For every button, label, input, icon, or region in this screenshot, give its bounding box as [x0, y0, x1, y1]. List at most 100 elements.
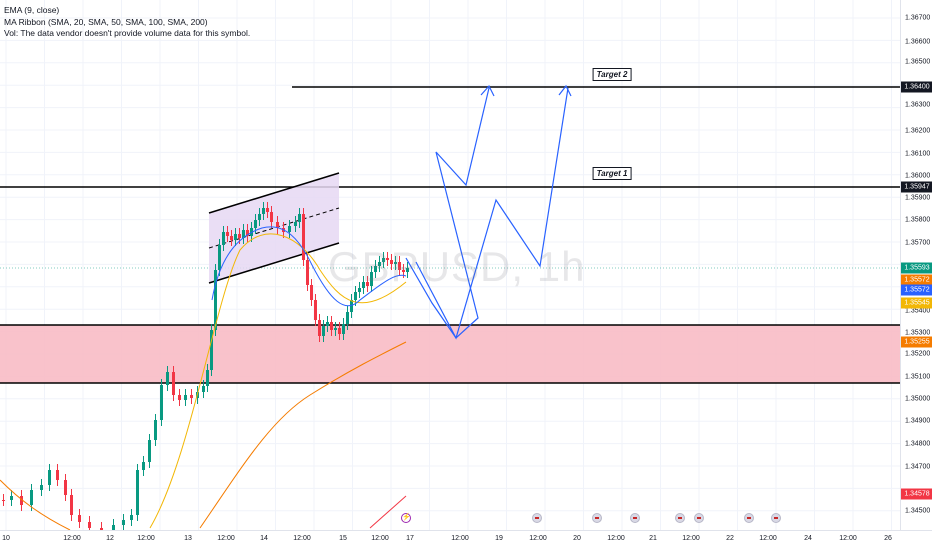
candle-body — [270, 212, 273, 222]
candle-body — [402, 270, 405, 272]
projection-zigzag-2 — [415, 87, 569, 340]
price-tick: 1.34700 — [905, 463, 931, 471]
candle-body — [160, 385, 163, 420]
price-axis[interactable]: 1.36700 1.36600 1.36500 1.36300 1.36200 1.361… — [900, 0, 932, 530]
price-tag: 1.35947 — [901, 181, 932, 193]
price-tick: 1.35300 — [905, 329, 931, 337]
target-2-label[interactable]: Target 2 — [592, 68, 632, 81]
price-tag: 1.35255 — [901, 336, 932, 348]
us-flag-icon[interactable] — [744, 513, 754, 523]
candle-body — [142, 462, 145, 470]
price-tick: 1.36600 — [905, 38, 931, 46]
time-tick: 12:00 — [529, 535, 547, 542]
us-flag-icon[interactable] — [771, 513, 781, 523]
candle-body — [206, 370, 209, 386]
price-tick: 1.36700 — [905, 14, 931, 22]
candle-body — [378, 262, 381, 266]
candle-body — [20, 496, 23, 505]
candle-body — [218, 245, 221, 270]
price-tick: 1.35200 — [905, 350, 931, 358]
candle-body — [210, 330, 213, 370]
candle-body — [64, 480, 67, 495]
candle-body — [2, 500, 5, 501]
candle-body — [338, 328, 341, 334]
candle-body — [214, 270, 217, 330]
candle-body — [288, 226, 291, 232]
time-tick: 22 — [726, 535, 734, 542]
price-tick: 1.35900 — [905, 194, 931, 202]
time-tick: 20 — [573, 535, 581, 542]
candle-body — [390, 260, 393, 264]
sma-100-line — [0, 479, 71, 530]
candle-body — [136, 470, 139, 515]
time-tick: 14 — [260, 535, 268, 542]
candle-body — [222, 232, 225, 245]
channel-fill — [209, 173, 339, 283]
legend-ema[interactable]: EMA (9, close) — [4, 5, 60, 15]
time-tick: 13 — [184, 535, 192, 542]
price-tick: 1.35000 — [905, 395, 931, 403]
projection-arrow-2 — [558, 84, 572, 97]
candle-body — [246, 230, 249, 236]
candle-body — [130, 515, 133, 520]
candle-body — [178, 395, 181, 400]
price-chart[interactable] — [0, 0, 900, 530]
candle-body — [154, 420, 157, 440]
candle-body — [234, 234, 237, 240]
indicator-legend: EMA (9, close) MA Ribbon (SMA, 20, SMA, … — [4, 5, 250, 40]
time-tick: 12:00 — [63, 535, 81, 542]
candle-body — [88, 522, 91, 528]
sma-50-line — [199, 341, 407, 529]
candle-body — [266, 208, 269, 212]
ema-9-line — [211, 226, 407, 307]
candle-body — [30, 490, 33, 505]
legend-volume[interactable]: Vol: The data vendor doesn't provide vol… — [4, 28, 251, 38]
channel-lower-line — [208, 242, 340, 284]
price-tick: 1.36500 — [905, 58, 931, 66]
time-axis[interactable]: 10 12:00 12 12:00 13 12:00 14 12:00 15 12:00 17 12:… — [0, 530, 932, 551]
candle-body — [166, 372, 169, 385]
symbol-watermark: GBPUSD, 1h — [328, 243, 586, 290]
candle-body — [262, 208, 265, 214]
price-tag: 1.35545 — [901, 297, 932, 309]
projection-zigzag-1 — [405, 87, 490, 339]
legend-ma-ribbon[interactable]: MA Ribbon (SMA, 20, SMA, 50, SMA, 100, S… — [4, 16, 208, 27]
price-tick: 1.34900 — [905, 417, 931, 425]
time-tick: 21 — [649, 535, 657, 542]
candle-body — [70, 495, 73, 515]
time-tick: 12 — [106, 535, 114, 542]
candle-body — [394, 262, 397, 264]
candle-body — [238, 234, 241, 238]
us-flag-icon[interactable] — [694, 513, 704, 523]
candle-body — [276, 222, 279, 228]
demand-zone — [0, 325, 900, 383]
candle-body — [370, 272, 373, 286]
us-flag-icon[interactable] — [532, 513, 542, 523]
candle-body — [342, 324, 345, 334]
us-flag-icon[interactable] — [630, 513, 640, 523]
bolt-event-icon[interactable]: ⚡ — [401, 513, 411, 523]
candle-body — [362, 282, 365, 288]
sma-20-line — [149, 233, 407, 529]
us-flag-icon[interactable] — [675, 513, 685, 523]
price-tag: 1.35572 — [901, 284, 932, 296]
us-flag-icon[interactable] — [592, 513, 602, 523]
candle-body — [254, 220, 257, 228]
candle-body — [122, 520, 125, 525]
channel-mid-line — [208, 207, 340, 249]
price-tick: 1.35700 — [905, 239, 931, 247]
candle-body — [230, 236, 233, 240]
candle-body — [40, 485, 43, 490]
candle-body — [190, 395, 193, 398]
time-tick: 12:00 — [371, 535, 389, 542]
price-tick: 1.36300 — [905, 101, 931, 109]
candle-body — [322, 326, 325, 336]
candle-body — [48, 470, 51, 485]
target-1-label[interactable]: Target 1 — [592, 167, 632, 180]
candle-body — [298, 214, 301, 222]
candle-body — [358, 288, 361, 292]
time-tick: 19 — [495, 535, 503, 542]
candle-body — [306, 260, 309, 285]
price-tick: 1.34800 — [905, 440, 931, 448]
time-tick: 15 — [339, 535, 347, 542]
